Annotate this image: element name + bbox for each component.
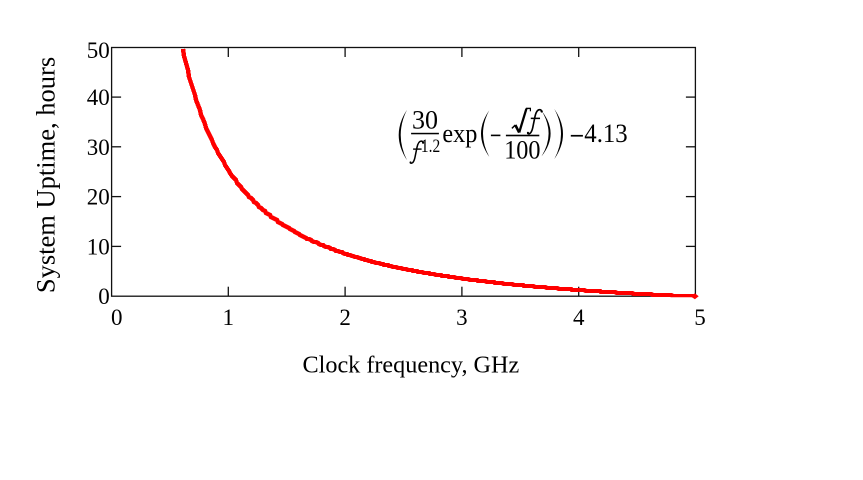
svg-text:30: 30 <box>412 105 438 135</box>
svg-text:0: 0 <box>111 305 123 330</box>
svg-text:30: 30 <box>87 135 110 160</box>
svg-text:Clock frequency, GHz: Clock frequency, GHz <box>303 351 520 378</box>
svg-text:System Uptime, hours: System Uptime, hours <box>31 57 61 293</box>
svg-text:exp: exp <box>442 118 477 148</box>
svg-text:50: 50 <box>87 38 110 63</box>
svg-text:3: 3 <box>456 305 468 330</box>
svg-text:1.2: 1.2 <box>421 136 440 157</box>
svg-text:100: 100 <box>504 134 540 164</box>
svg-text:2: 2 <box>339 305 351 330</box>
svg-text:20: 20 <box>87 185 110 210</box>
svg-text:10: 10 <box>87 234 110 259</box>
svg-text:5: 5 <box>694 305 706 330</box>
svg-text:40: 40 <box>87 85 110 110</box>
svg-text:0: 0 <box>98 284 110 309</box>
svg-text:4: 4 <box>573 305 585 330</box>
svg-text:4.13: 4.13 <box>584 118 627 148</box>
svg-text:1: 1 <box>223 305 235 330</box>
